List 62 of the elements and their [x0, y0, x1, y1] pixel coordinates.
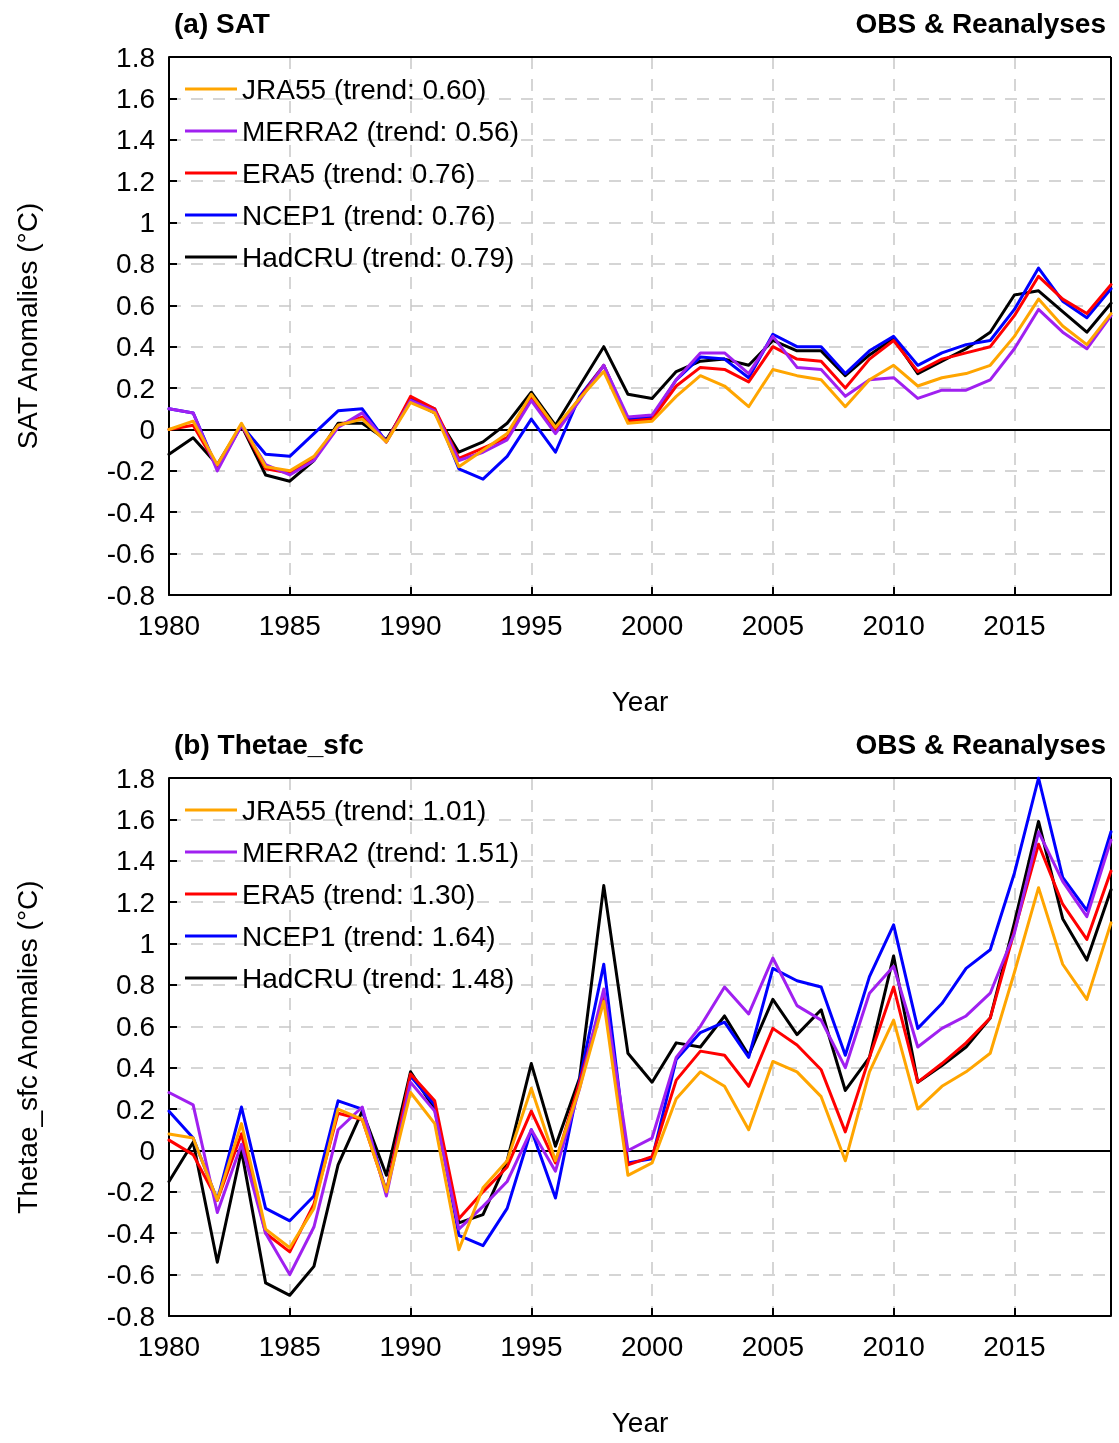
- y-tick-label: 1.6: [116, 803, 155, 835]
- y-tick-label: 0.2: [116, 1093, 155, 1125]
- x-tick-label: 2010: [862, 609, 925, 641]
- x-tick-label: 1990: [379, 1330, 442, 1362]
- x-tick-label: 1980: [137, 1330, 201, 1362]
- legend-label: ERA5 (trend: 0.76): [242, 157, 476, 189]
- legend-label: NCEP1 (trend: 1.64): [242, 920, 496, 952]
- y-axis-title: SAT Anomalies (°C): [11, 202, 43, 450]
- legend-label: MERRA2 (trend: 1.51): [242, 836, 519, 868]
- y-tick-label: -0.2: [106, 1176, 155, 1208]
- y-tick-label: -0.4: [106, 1217, 155, 1249]
- y-tick-label: 1: [139, 928, 155, 960]
- x-tick-label: 2000: [620, 609, 684, 641]
- x-tick-label: 1995: [500, 609, 563, 641]
- y-axis-title: Thetae_sfc Anomalies (°C): [11, 880, 43, 1214]
- y-tick-label: 1.4: [116, 845, 155, 877]
- y-tick-label: 1.8: [116, 41, 155, 73]
- chart-title: (a) SAT: [174, 7, 270, 39]
- x-tick-label: 2015: [983, 609, 1046, 641]
- x-tick-label: 1980: [137, 609, 201, 641]
- y-tick-label: 1.2: [116, 886, 155, 918]
- x-tick-label: 2005: [741, 609, 804, 641]
- x-tick-label: 1990: [379, 609, 442, 641]
- y-tick-label: -0.2: [106, 455, 155, 487]
- legend-label: ERA5 (trend: 1.30): [242, 878, 476, 910]
- x-tick-label: 1985: [258, 609, 321, 641]
- y-tick-label: 0: [139, 413, 155, 445]
- y-tick-label: -0.8: [106, 579, 155, 611]
- x-tick-label: 1995: [500, 1330, 563, 1362]
- chart-subtitle: OBS & Reanalyses: [855, 7, 1107, 39]
- x-tick-label: 2010: [862, 1330, 925, 1362]
- legend-label: HadCRU (trend: 0.79): [242, 241, 515, 273]
- y-tick-label: 0.8: [116, 248, 155, 280]
- x-tick-label: 1985: [258, 1330, 321, 1362]
- y-tick-label: 0.4: [116, 331, 155, 363]
- legend-label: JRA55 (trend: 1.01): [242, 794, 487, 826]
- y-tick-label: 0: [139, 1134, 155, 1166]
- x-tick-label: 2000: [620, 1330, 684, 1362]
- x-axis-title: Year: [611, 1406, 669, 1438]
- legend-label: JRA55 (trend: 0.60): [242, 73, 487, 105]
- y-tick-label: 0.8: [116, 969, 155, 1001]
- y-tick-label: -0.4: [106, 496, 155, 528]
- y-tick-label: 0.4: [116, 1052, 155, 1084]
- y-tick-label: -0.6: [106, 1259, 155, 1291]
- chart-subtitle: OBS & Reanalyses: [855, 728, 1107, 760]
- x-axis-title: Year: [611, 685, 669, 717]
- x-tick-label: 2005: [741, 1330, 804, 1362]
- chart-title: (b) Thetae_sfc: [174, 728, 364, 760]
- y-tick-label: 1.6: [116, 82, 155, 114]
- legend-label: NCEP1 (trend: 0.76): [242, 199, 496, 231]
- y-tick-label: -0.6: [106, 538, 155, 570]
- y-tick-label: 1.8: [116, 762, 155, 794]
- y-tick-label: 0.6: [116, 289, 155, 321]
- y-tick-label: 1.4: [116, 124, 155, 156]
- y-tick-label: 0.6: [116, 1010, 155, 1042]
- y-tick-label: -0.8: [106, 1300, 155, 1332]
- legend-label: MERRA2 (trend: 0.56): [242, 115, 519, 147]
- y-tick-label: 0.2: [116, 372, 155, 404]
- y-tick-label: 1: [139, 207, 155, 239]
- y-tick-label: 1.2: [116, 165, 155, 197]
- x-tick-label: 2015: [983, 1330, 1046, 1362]
- legend-label: HadCRU (trend: 1.48): [242, 962, 515, 994]
